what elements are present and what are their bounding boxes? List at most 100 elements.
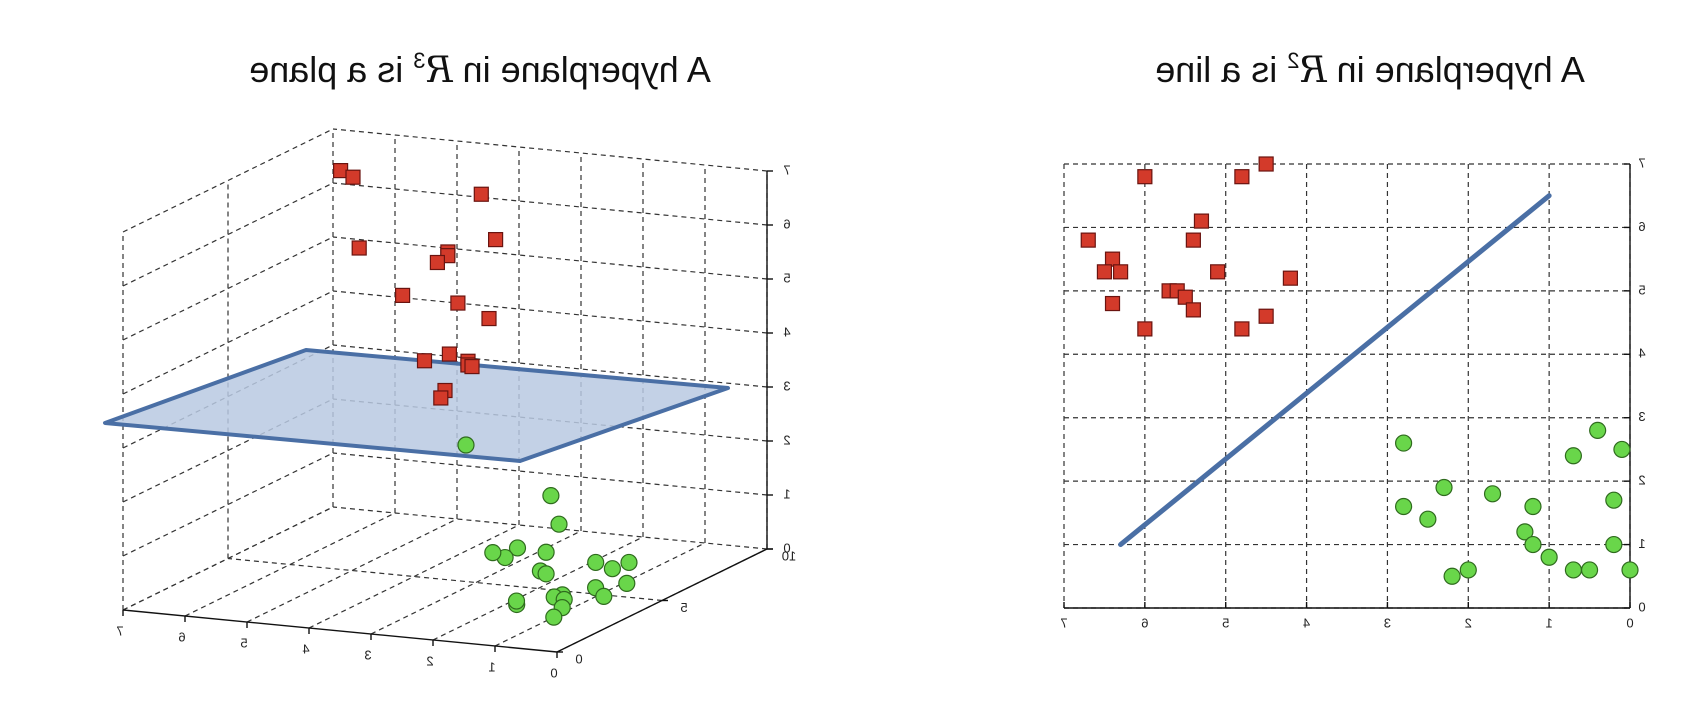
data-point-class-b	[545, 608, 563, 626]
x-tick-label: 0	[1626, 615, 1633, 630]
y-tick-label: 7	[1638, 155, 1645, 170]
data-point-class-a	[473, 186, 489, 202]
grid-line-back-z	[332, 344, 768, 388]
right-title-text: A hyperplane in R2 is a line	[1155, 48, 1585, 91]
x-tick-label-wrap: 1	[1546, 615, 1553, 630]
data-point-class-a	[1104, 251, 1121, 267]
y-tick-label: 2	[1638, 473, 1645, 488]
z-tick-label-wrap: 3	[783, 378, 790, 393]
y-tick-label-wrap: 1	[1638, 536, 1645, 551]
grid-line-side-z	[122, 290, 334, 395]
x-tick-label-wrap: 3	[364, 647, 371, 662]
data-point-class-b	[1394, 434, 1413, 452]
chart-2d-line: A hyperplane in R2 is a line 0 1 2 3 4 5 6 7 0 1 2 3…	[1060, 48, 1645, 630]
x-tick-label-wrap: 4	[302, 641, 309, 656]
y-tick-label-wrap: 2	[1638, 473, 1645, 488]
data-point-class-a	[1210, 264, 1226, 280]
title-suffix: is a plane	[249, 49, 413, 90]
data-point-class-b	[1435, 478, 1453, 497]
grid-line-floor-x	[432, 536, 644, 641]
right-title: A hyperplane in R2 is a line	[1155, 48, 1585, 91]
data-point-class-b	[1540, 548, 1558, 566]
data-point-class-b	[537, 543, 555, 561]
z-tick-label: 1	[783, 486, 790, 501]
x-tick-label-wrap: 7	[116, 623, 123, 638]
x-tick-label: 5	[1222, 615, 1229, 630]
grid-line-side-z	[122, 452, 334, 557]
hyperplane-line	[1118, 193, 1552, 548]
data-point-class-a	[1137, 169, 1153, 185]
grid-line-back-z	[332, 128, 768, 172]
y-tick-label-wrap: 0	[1638, 599, 1645, 614]
z-tick-label: 2	[783, 432, 790, 447]
z-tick-label-wrap: 7	[783, 162, 790, 177]
data-point-class-a	[1282, 270, 1299, 286]
x-tick-label-wrap: 0	[550, 665, 557, 680]
data-point-class-b	[1589, 421, 1607, 439]
left-title: A hyperplane in R3 is a plane	[249, 48, 711, 91]
y-tick-label: 5	[680, 600, 687, 615]
data-point-class-a	[1185, 302, 1201, 318]
grid-line-floor-x	[246, 518, 458, 623]
x-tick-label: 6	[178, 629, 185, 644]
data-point-class-a	[429, 254, 445, 271]
data-point-class-a	[1137, 321, 1153, 337]
grid-line-floor-x	[308, 524, 520, 629]
left-title-text: A hyperplane in R3 is a plane	[249, 48, 711, 91]
grid-line-floor-x	[184, 512, 396, 617]
data-point-class-b	[1524, 497, 1542, 516]
grid-line-floor-x	[370, 530, 582, 635]
x-tick-label: 3	[364, 647, 371, 662]
data-point-class-b	[595, 587, 613, 606]
y-tick-label: 10	[782, 548, 796, 563]
data-point-class-b	[1605, 535, 1623, 554]
data-point-class-b	[1443, 567, 1461, 585]
title-exponent: 3	[413, 48, 425, 73]
grid-line-floor-x	[122, 506, 334, 611]
y-tick-label: 4	[1638, 346, 1645, 361]
y-tick-label-wrap: 6	[1638, 219, 1645, 234]
z-tick-label-wrap: 4	[783, 324, 790, 339]
x-tick-label-wrap: 2	[426, 653, 433, 668]
grid-line-side-z	[122, 236, 334, 341]
z-tick-label-wrap: 1	[783, 486, 790, 501]
data-point-class-a	[345, 169, 361, 185]
x-tick-label: 4	[302, 641, 309, 656]
chart-3d-plane: A hyperplane in R3 is a plane01234567051…	[103, 48, 796, 680]
y-tick-label: 3	[1638, 409, 1645, 424]
data-point-class-a	[351, 240, 367, 256]
y-tick-label: 1	[1638, 536, 1645, 551]
data-point-class-b	[1524, 535, 1542, 554]
title-prefix: A hyperplane in	[453, 49, 711, 90]
grid-line-side-z	[122, 128, 334, 233]
grid-line-floor-x	[494, 542, 706, 647]
z-tick-label-wrap: 0	[783, 540, 790, 555]
data-point-class-a	[433, 390, 449, 406]
y-tick-label: 6	[1638, 219, 1645, 234]
data-point-class-b	[484, 544, 502, 562]
x-tick-label-wrap: 3	[1384, 615, 1391, 630]
data-point-class-a	[441, 346, 457, 362]
data-point-class-b	[550, 515, 568, 533]
data-point-class-a	[1234, 169, 1250, 185]
grid-line-side-z	[122, 398, 334, 503]
x-tick-label: 7	[1060, 615, 1067, 630]
x-tick-label-wrap: 5	[1222, 615, 1229, 630]
data-point-class-b	[1516, 523, 1534, 541]
z-tick-label: 3	[783, 378, 790, 393]
grid-line-side-z	[122, 344, 334, 449]
data-point-class-b	[1564, 561, 1583, 579]
data-point-class-b	[1621, 561, 1639, 579]
data-point-class-a	[416, 353, 433, 369]
y-tick-label: 0	[575, 651, 582, 666]
x-tick-label: 2	[1465, 615, 1472, 630]
x-tick-label-wrap: 7	[1060, 615, 1067, 630]
data-point-class-b	[508, 539, 527, 557]
title-symbol: R	[1300, 50, 1328, 91]
data-point-class-a	[1185, 232, 1201, 248]
z-tick-label: 6	[783, 216, 790, 231]
y-tick-label: 5	[1638, 282, 1645, 297]
data-point-class-b	[1605, 491, 1623, 509]
y-tick-label-wrap: 4	[1638, 346, 1645, 361]
